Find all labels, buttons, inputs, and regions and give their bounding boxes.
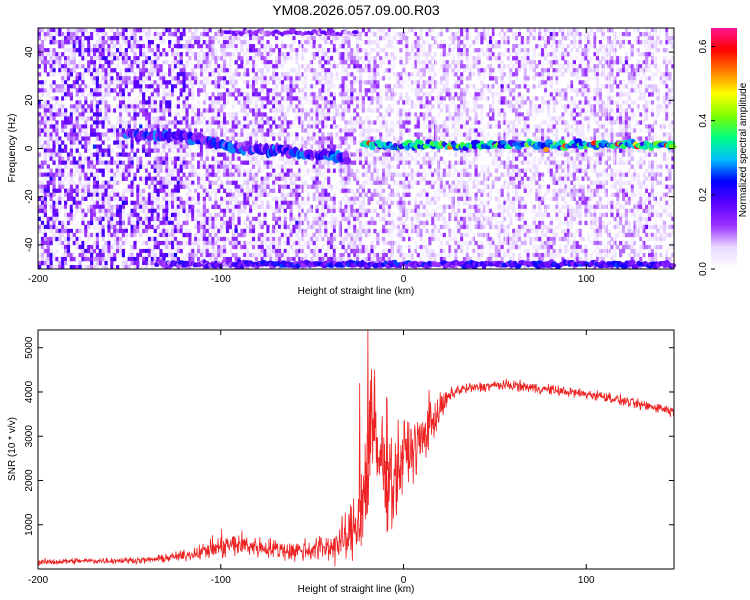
snr-y-tick-label: 1000: [24, 513, 35, 536]
snr-y-tick-label: 3000: [24, 425, 35, 448]
heatmap-y-tick-label: 0: [24, 145, 35, 151]
snr-x-tick-label: 100: [578, 575, 595, 586]
colorbar-label: Normalized spectral amplitude: [738, 82, 749, 217]
snr-y-axis-label: SNR (10 * v/v): [7, 417, 18, 481]
colorbar-ticks: 0.0 0.2 0.4 0.6: [698, 39, 715, 276]
heatmap-y-ticks: -40 -20 0 20 40: [24, 46, 674, 252]
colorbar-tick-label: 0.0: [698, 262, 709, 276]
colorbar-strip: [711, 28, 737, 269]
snr-y-tick-label: 5000: [24, 336, 35, 359]
heatmap-signal: [121, 29, 677, 270]
snr-y-tick-label: 4000: [24, 380, 35, 403]
heatmap-y-tick-label: 20: [24, 94, 35, 106]
colorbar-tick-label: 0.4: [698, 113, 709, 127]
snr-panel: -200 -100 0 100 1000 2000 3000 4000 5000 Height…: [7, 329, 675, 595]
colorbar-tick-label: 0.6: [698, 39, 709, 53]
heatmap-x-tick-label: 100: [578, 274, 595, 285]
colorbar: 0.0 0.2 0.4 0.6 Normalized spectral amplitu…: [698, 28, 749, 276]
snr-y-tick-label: 2000: [24, 469, 35, 492]
snr-series: [38, 330, 674, 567]
heatmap-x-tick-label: -200: [28, 274, 48, 285]
heatmap-y-tick-label: -20: [24, 189, 35, 204]
figure-title: YM08.2026.057.09.00.R03: [272, 2, 440, 18]
heatmap-y-tick-label: 40: [24, 46, 35, 58]
snr-y-ticks: 1000 2000 3000 4000 5000: [24, 336, 674, 536]
snr-x-tick-label: 0: [401, 575, 407, 586]
heatmap-y-tick-label: -40: [24, 237, 35, 252]
heatmap-x-tick-label: -100: [211, 274, 231, 285]
snr-x-ticks: -200 -100 0 100: [28, 330, 595, 586]
heatmap-y-axis-label: Frequency (Hz): [7, 114, 18, 183]
snr-x-tick-label: -200: [28, 575, 48, 586]
snr-x-tick-label: -100: [211, 575, 231, 586]
colorbar-tick-label: 0.2: [698, 187, 709, 201]
snr-x-axis-label: Height of straight line (km): [298, 584, 415, 595]
snr-line: [38, 330, 674, 567]
heatmap-x-axis-label: Height of straight line (km): [298, 286, 415, 297]
snr-frame: [37, 329, 675, 570]
heatmap-x-ticks: -200 -100 0 100: [28, 28, 595, 285]
heatmap-x-tick-label: 0: [401, 274, 407, 285]
